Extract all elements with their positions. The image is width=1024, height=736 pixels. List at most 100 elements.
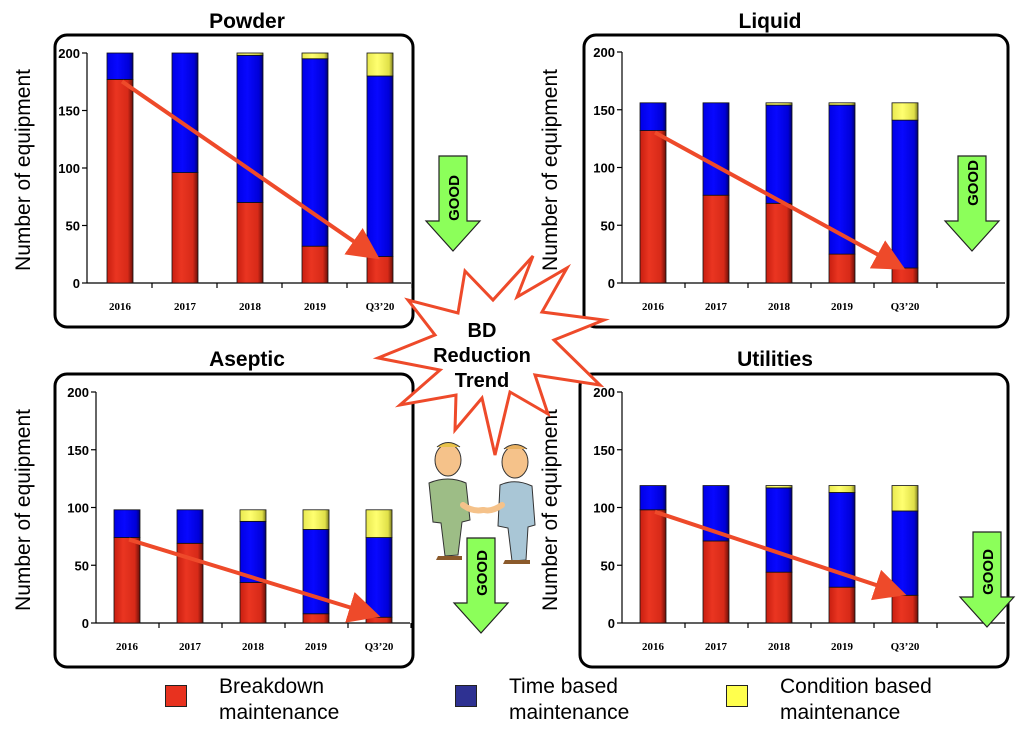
good-label: GOOD bbox=[965, 160, 982, 206]
y-tick-label: 200 bbox=[58, 46, 80, 61]
chart-title: Utilities bbox=[737, 348, 813, 371]
bar-segment-breakdown bbox=[765, 202, 793, 284]
x-tick-label: 2018 bbox=[768, 641, 791, 653]
y-tick-label: 50 bbox=[601, 558, 615, 573]
bar-segment-condition-based bbox=[365, 509, 393, 538]
chart-panel-powder: Powder Number of equipment 0 50 100 150 200 2… bbox=[12, 10, 415, 329]
y-tick-label: 0 bbox=[73, 276, 80, 291]
bar-segment-breakdown bbox=[302, 613, 330, 624]
y-tick-label: 0 bbox=[608, 616, 615, 631]
bar-segment-condition-based bbox=[239, 509, 267, 522]
bar-segment-time-based bbox=[891, 119, 919, 269]
x-tick-label: 2016 bbox=[642, 641, 665, 653]
legend-swatch bbox=[165, 685, 187, 707]
bar-segment-breakdown bbox=[702, 194, 730, 284]
y-tick-label: 50 bbox=[601, 218, 615, 233]
y-tick-label: 100 bbox=[67, 501, 89, 516]
bar-segment-breakdown bbox=[171, 172, 199, 284]
panel-frame bbox=[53, 372, 415, 669]
bar-segment-time-based bbox=[301, 58, 329, 247]
bar-segment-condition-based bbox=[301, 52, 329, 60]
bar-segment-breakdown bbox=[106, 79, 134, 284]
legend-item-condition-based: Condition based maintenance bbox=[726, 674, 932, 726]
callout-line: Reduction bbox=[433, 345, 531, 367]
good-label: GOOD bbox=[474, 550, 491, 596]
bar-segment-time-based bbox=[639, 485, 667, 511]
bar-segment-breakdown bbox=[765, 571, 793, 624]
bar-segment-time-based bbox=[236, 54, 264, 203]
y-axis-label: Number of equipment bbox=[539, 409, 562, 611]
legend-label: Time based maintenance bbox=[509, 674, 629, 726]
bar-segment-condition-based bbox=[828, 485, 856, 493]
chart-title: Aseptic bbox=[209, 348, 285, 371]
y-axis-label: Number of equipment bbox=[539, 69, 562, 271]
good-arrow-icon: GOOD bbox=[943, 155, 1001, 252]
y-tick-label: 150 bbox=[593, 103, 615, 118]
legend-item-time-based: Time based maintenance bbox=[455, 674, 629, 726]
legend-label-line: maintenance bbox=[780, 701, 901, 724]
y-tick-label: 200 bbox=[67, 385, 89, 400]
starburst-callout: BD Reduction Trend bbox=[372, 254, 610, 456]
bar-segment-breakdown bbox=[236, 202, 264, 284]
x-tick-label: 2017 bbox=[179, 641, 202, 653]
legend-label-line: Time based bbox=[509, 675, 618, 698]
businessman-right-icon bbox=[481, 444, 536, 564]
handshake-illustration bbox=[428, 442, 536, 564]
y-tick-label: 150 bbox=[593, 443, 615, 458]
x-tick-label: 2018 bbox=[242, 641, 265, 653]
y-tick-label: 100 bbox=[593, 161, 615, 176]
chart-title: Liquid bbox=[739, 10, 802, 33]
bar-segment-time-based bbox=[639, 102, 667, 131]
y-tick-label: 150 bbox=[67, 443, 89, 458]
y-tick-label: 50 bbox=[66, 219, 80, 234]
legend-item-breakdown: Breakdown maintenance bbox=[165, 674, 339, 726]
chart-panel-aseptic: Aseptic Number of equipment 0 50 100 150 200… bbox=[12, 348, 415, 669]
bar-segment-breakdown bbox=[639, 130, 667, 284]
bar-segment-time-based bbox=[765, 487, 793, 573]
y-tick-label: 100 bbox=[58, 161, 80, 176]
bar-segment-breakdown bbox=[365, 616, 393, 624]
bar-segment-time-based bbox=[765, 104, 793, 204]
x-tick-label: Q3’20 bbox=[365, 641, 394, 653]
bar-segment-time-based bbox=[366, 75, 394, 257]
bar-segment-condition-based bbox=[765, 102, 793, 106]
good-arrow-icon: GOOD bbox=[424, 155, 482, 252]
bar-segment-time-based bbox=[702, 102, 730, 196]
good-arrow-icon: GOOD bbox=[958, 531, 1016, 628]
bar-segment-condition-based bbox=[891, 485, 919, 512]
trend-arrow bbox=[120, 79, 380, 260]
callout-line: Trend bbox=[455, 370, 509, 392]
legend-label: Breakdown maintenance bbox=[219, 674, 339, 726]
x-tick-label: Q3’20 bbox=[891, 301, 920, 313]
x-tick-label: Q3’20 bbox=[891, 641, 920, 653]
bar-segment-condition-based bbox=[366, 52, 394, 77]
bar-segment-time-based bbox=[176, 509, 204, 544]
y-tick-label: 0 bbox=[82, 616, 89, 631]
panel-frame bbox=[578, 372, 1010, 669]
x-tick-label: 2016 bbox=[116, 641, 139, 653]
legend-swatch bbox=[455, 685, 477, 707]
bar-segment-breakdown bbox=[301, 245, 329, 284]
x-tick-label: 2018 bbox=[768, 301, 791, 313]
bar-segment-condition-based bbox=[828, 102, 856, 106]
x-tick-label: 2017 bbox=[174, 301, 197, 313]
x-tick-label: 2016 bbox=[109, 301, 132, 313]
bar-segment-condition-based bbox=[765, 485, 793, 489]
y-tick-label: 200 bbox=[593, 45, 615, 60]
x-tick-label: 2019 bbox=[831, 301, 854, 313]
x-tick-label: 2016 bbox=[642, 301, 665, 313]
good-label: GOOD bbox=[980, 549, 997, 595]
legend-label-line: maintenance bbox=[509, 701, 630, 724]
starburst-icon bbox=[372, 254, 610, 456]
panel-frame bbox=[582, 33, 1010, 329]
x-tick-label: 2018 bbox=[239, 301, 262, 313]
panel-frame bbox=[53, 33, 415, 329]
good-label: GOOD bbox=[446, 175, 463, 221]
chart-title: Powder bbox=[209, 10, 285, 33]
legend-label-line: Condition based bbox=[780, 675, 932, 698]
x-tick-label: Q3’20 bbox=[366, 301, 395, 313]
legend-label: Condition based maintenance bbox=[780, 674, 932, 726]
x-tick-label: 2019 bbox=[304, 301, 327, 313]
x-tick-label: 2017 bbox=[705, 641, 728, 653]
